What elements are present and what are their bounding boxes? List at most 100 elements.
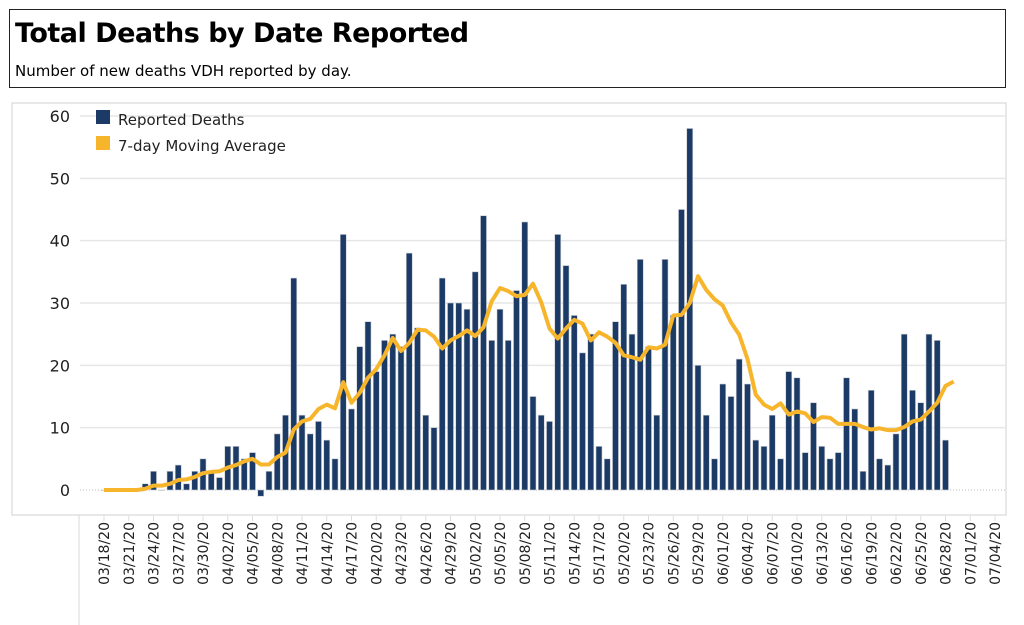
bar-reported-deaths — [174, 464, 182, 491]
bar-reported-deaths — [562, 265, 570, 491]
x-tick-label: 03/24/20 — [147, 522, 163, 585]
x-tick-label: 07/04/20 — [988, 522, 1004, 585]
bar-reported-deaths — [290, 277, 298, 491]
x-tick-label: 04/26/20 — [419, 522, 435, 585]
bar-reported-deaths — [645, 346, 652, 491]
bar-reported-deaths — [273, 433, 281, 491]
bar-reported-deaths — [777, 458, 784, 491]
bar-reported-deaths — [917, 402, 925, 491]
bar-reported-deaths — [405, 252, 413, 491]
x-tick-label: 05/02/20 — [468, 522, 484, 585]
x-tick-label: 03/21/20 — [122, 522, 138, 585]
bar-reported-deaths — [191, 470, 199, 491]
bar-reported-deaths — [257, 489, 265, 497]
bar-reported-deaths — [942, 439, 949, 491]
bar-reported-deaths — [315, 421, 322, 491]
bar-reported-deaths — [298, 414, 306, 491]
bar-reported-deaths — [595, 446, 603, 491]
bar-reported-deaths — [265, 470, 273, 491]
bar-reported-deaths — [348, 408, 355, 491]
bar-reported-deaths — [389, 333, 397, 491]
x-tick-label: 06/10/20 — [790, 522, 806, 585]
x-tick-label: 03/30/20 — [196, 522, 212, 585]
bar-reported-deaths — [744, 383, 751, 491]
x-tick-label: 06/01/20 — [716, 522, 732, 585]
bar-reported-deaths — [323, 439, 331, 491]
bar-reported-deaths — [900, 333, 908, 491]
bar-reported-deaths — [183, 483, 190, 491]
x-tick-label: 04/05/20 — [246, 522, 262, 585]
bar-reported-deaths — [859, 470, 867, 491]
legend-label-reported-deaths: Reported Deaths — [118, 111, 245, 129]
y-tick-label: 0 — [60, 481, 70, 500]
bar-reported-deaths — [793, 377, 801, 491]
bar-reported-deaths — [603, 458, 611, 491]
x-tick-label: 06/07/20 — [765, 522, 781, 585]
bar-reported-deaths — [867, 389, 875, 491]
bar-reported-deaths — [381, 340, 388, 491]
legend-swatch-moving-average — [96, 136, 110, 150]
x-tick-label: 05/14/20 — [567, 522, 583, 585]
bar-reported-deaths — [513, 290, 520, 491]
bar-reported-deaths — [570, 315, 578, 491]
title-box: Total Deaths by Date Reported Number of … — [9, 9, 1006, 88]
x-tick-label: 06/16/20 — [840, 522, 856, 585]
bar-reported-deaths — [364, 321, 372, 491]
bar-reported-deaths — [620, 283, 628, 491]
x-tick-label: 03/18/20 — [97, 522, 113, 585]
x-tick-label: 04/20/20 — [369, 522, 385, 585]
bar-reported-deaths — [249, 452, 256, 491]
bar-reported-deaths — [735, 358, 743, 491]
bar-reported-deaths — [587, 333, 595, 491]
x-tick-label: 06/28/20 — [939, 522, 955, 585]
bar-reported-deaths — [843, 377, 850, 491]
chart-frame — [11, 102, 1007, 516]
bar-reported-deaths — [669, 315, 677, 491]
x-tick-label: 05/08/20 — [518, 522, 534, 585]
bar-reported-deaths — [834, 452, 842, 491]
bar-reported-deaths — [826, 458, 834, 491]
bar-reported-deaths — [628, 333, 636, 491]
bar-reported-deaths — [636, 259, 644, 491]
bar-reported-deaths — [306, 433, 314, 491]
bar-reported-deaths — [727, 396, 735, 491]
x-tick-label: 04/14/20 — [320, 522, 336, 585]
x-tick-label: 04/08/20 — [270, 522, 286, 585]
x-tick-label: 04/11/20 — [295, 522, 311, 585]
bar-reported-deaths — [884, 464, 892, 491]
bar-reported-deaths — [719, 383, 727, 491]
x-tick-label: 04/29/20 — [444, 522, 460, 585]
bar-reported-deaths — [810, 402, 817, 491]
y-tick-label: 30 — [50, 294, 70, 313]
bar-reported-deaths — [240, 458, 248, 491]
bar-reported-deaths — [653, 414, 661, 491]
bar-reported-deaths — [216, 477, 223, 491]
x-tick-label: 04/17/20 — [345, 522, 361, 585]
bar-reported-deaths — [694, 365, 702, 491]
x-tick-label: 06/13/20 — [815, 522, 831, 585]
bar-reported-deaths — [933, 340, 941, 491]
x-tick-label: 06/25/20 — [914, 522, 930, 585]
bar-reported-deaths — [397, 346, 405, 491]
chart-subtitle: Number of new deaths VDH reported by day… — [15, 62, 352, 80]
legend: Reported Deaths 7-day Moving Average — [96, 110, 286, 155]
legend-label-moving-average: 7-day Moving Average — [118, 137, 286, 155]
bar-reported-deaths — [876, 458, 883, 491]
x-tick-label: 05/20/20 — [617, 522, 633, 585]
bar-reported-deaths — [752, 439, 760, 491]
x-tick-label: 04/23/20 — [394, 522, 410, 585]
bar-reported-deaths — [496, 308, 504, 491]
bar-reported-deaths — [711, 458, 718, 491]
y-tick-label: 60 — [50, 107, 70, 126]
bar-reported-deaths — [529, 396, 537, 491]
x-tick-label: 07/01/20 — [963, 522, 979, 585]
bar-reported-deaths — [851, 408, 859, 491]
bar-reported-deaths — [909, 389, 916, 491]
line-moving-average — [104, 274, 955, 492]
bar-reported-deaths — [158, 489, 166, 491]
bar-reported-deaths — [801, 452, 809, 491]
bar-reported-deaths — [678, 209, 685, 491]
bar-reported-deaths — [438, 277, 446, 491]
bar-reported-deaths — [232, 446, 240, 491]
